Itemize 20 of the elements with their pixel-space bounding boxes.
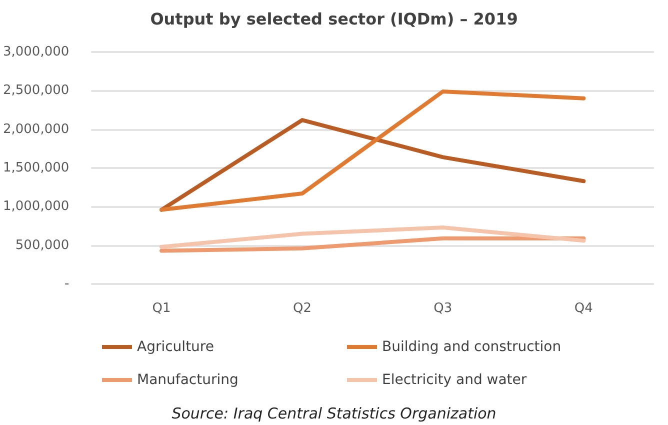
line-series — [160, 118, 586, 212]
y-tick-label: 1,000,000 — [2, 199, 70, 214]
line-series — [160, 89, 586, 212]
y-tick-label: 3,000,000 — [2, 44, 70, 60]
line-series — [160, 226, 586, 249]
x-tick-label: Q4 — [574, 301, 593, 316]
y-tick-label: 2,500,000 — [2, 83, 70, 98]
legend-label: Electricity and water — [382, 372, 527, 388]
x-tick-label: Q3 — [434, 301, 452, 316]
source-note: Source: Iraq Central Statistics Organization — [172, 404, 496, 422]
chart-title: Output by selected sector (IQDm) – 2019 — [150, 10, 518, 28]
legend-label: Building and construction — [382, 339, 562, 355]
x-tick-label: Q1 — [152, 301, 171, 316]
legend-label: Manufacturing — [137, 372, 238, 388]
y-tick-label: 500,000 — [15, 238, 70, 253]
x-tick-label: Q2 — [292, 301, 312, 316]
y-tick-label: - — [64, 276, 70, 292]
legend-label: Agriculture — [137, 339, 214, 355]
y-tick-label: 1,500,000 — [2, 160, 70, 176]
y-tick-label: 2,000,000 — [2, 122, 70, 137]
